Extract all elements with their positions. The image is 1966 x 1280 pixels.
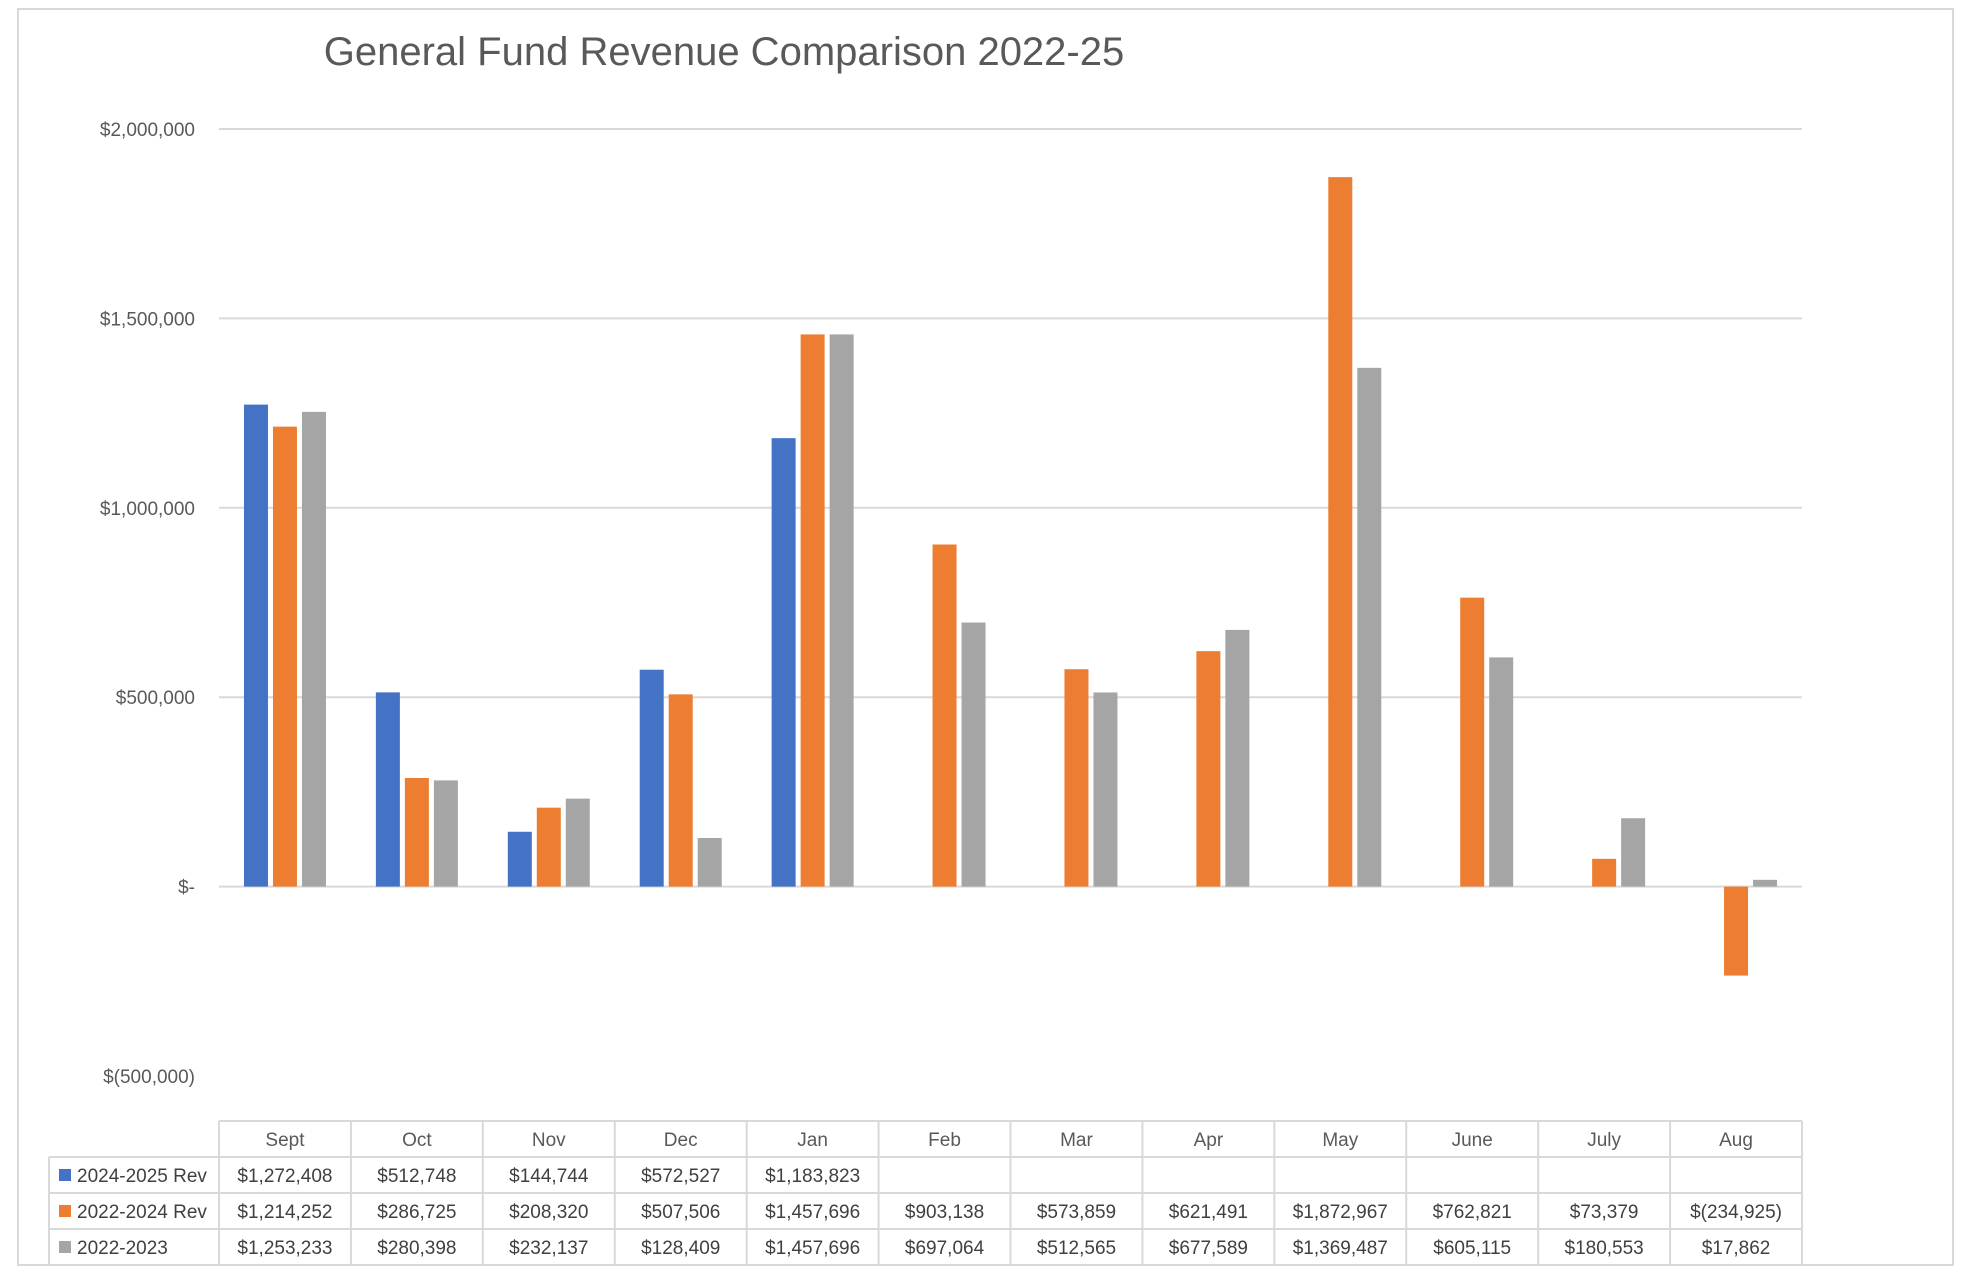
bar-2022-2023-july: [1621, 818, 1646, 887]
category-label: Feb: [928, 1130, 961, 1151]
table-cell-value: $286,725: [377, 1202, 456, 1223]
chart-title: General Fund Revenue Comparison 2022-25: [324, 30, 1125, 74]
table-cell-value: $677,589: [1169, 1238, 1248, 1259]
legend-swatch: [59, 1169, 71, 1181]
legend-series-name: 2024-2025 Rev: [77, 1166, 207, 1187]
bar-2022-2024-rev-feb: [932, 544, 957, 887]
table-cell-value: $572,527: [641, 1166, 720, 1187]
chart-svg: $2,000,000 $1,500,000 $1,000,000 $500,000 $-…: [48, 30, 1803, 1266]
y-tick-label: $2,000,000: [100, 120, 195, 141]
table-cell-value: $605,115: [1433, 1238, 1511, 1259]
y-tick-label: $(500,000): [103, 1067, 195, 1088]
table-cell-value: $208,320: [509, 1202, 588, 1223]
table-cell-value: $512,748: [377, 1166, 456, 1187]
table-cell-value: $144,744: [509, 1166, 589, 1187]
category-label: Apr: [1194, 1130, 1224, 1151]
category-label: Nov: [532, 1130, 566, 1151]
table-cell-value: $180,553: [1565, 1238, 1644, 1259]
table-cell-value: $697,064: [905, 1238, 985, 1259]
bar-2022-2024-rev-apr: [1196, 651, 1221, 887]
category-label: Jan: [797, 1130, 828, 1151]
table-cell-value: $507,506: [641, 1202, 720, 1223]
y-tick-label: $1,500,000: [100, 309, 195, 330]
bar-2024-2025-rev-dec: [639, 669, 664, 887]
bar-2024-2025-rev-oct: [375, 692, 400, 887]
bar-2024-2025-rev-jan: [771, 438, 796, 887]
bar-2022-2024-rev-june: [1460, 597, 1485, 887]
bar-2022-2024-rev-july: [1592, 858, 1617, 887]
table-cell-value: $1,214,252: [237, 1202, 332, 1223]
legend-swatch: [59, 1241, 71, 1253]
bar-2022-2024-rev-may: [1328, 177, 1353, 887]
bar-2024-2025-rev-sept: [243, 404, 268, 887]
gridlines: [219, 128, 1802, 888]
bar-2022-2023-apr: [1225, 629, 1250, 887]
table-cell-value: $621,491: [1169, 1202, 1248, 1223]
bar-2022-2023-dec: [697, 837, 722, 887]
y-tick-label: $-: [178, 878, 195, 899]
table-cell-value: $1,183,823: [765, 1166, 860, 1187]
table-cell-value: $280,398: [377, 1238, 456, 1259]
table-cell-value: $1,253,233: [237, 1238, 332, 1259]
table-cell-value: $1,272,408: [237, 1166, 332, 1187]
category-label: July: [1587, 1130, 1621, 1151]
bar-2022-2023-mar: [1093, 692, 1118, 887]
table-cell-value: $1,872,967: [1293, 1202, 1388, 1223]
bar-2022-2023-sept: [301, 411, 326, 887]
table-cell-value: $73,379: [1570, 1202, 1639, 1223]
table-cell-value: $1,457,696: [765, 1202, 860, 1223]
category-label: Mar: [1060, 1130, 1093, 1151]
bar-2022-2023-oct: [433, 780, 458, 887]
bar-2022-2024-rev-jan: [800, 334, 825, 887]
table-cell-value: $903,138: [905, 1202, 984, 1223]
table-cell-value: $232,137: [509, 1238, 588, 1259]
bar-2022-2024-rev-aug: [1724, 886, 1749, 976]
bar-2024-2025-rev-nov: [507, 831, 532, 887]
bar-2022-2023-nov: [565, 798, 590, 887]
category-label: Aug: [1719, 1130, 1753, 1151]
table-cell-value: $573,859: [1037, 1202, 1116, 1223]
y-tick-label: $1,000,000: [100, 499, 195, 520]
bar-2022-2023-feb: [961, 622, 986, 887]
category-label: Oct: [402, 1130, 432, 1151]
legend-series-name: 2022-2024 Rev: [77, 1202, 207, 1223]
data-table: Sept Oct Nov Dec Jan Feb Mar Apr May June July Aug 2…: [48, 1120, 1803, 1266]
category-label: June: [1452, 1130, 1493, 1151]
table-cell-value: $17,862: [1702, 1238, 1771, 1259]
y-tick-label: $500,000: [116, 688, 195, 709]
bar-2022-2024-rev-mar: [1064, 669, 1089, 887]
bar-2022-2024-rev-nov: [536, 807, 561, 887]
category-label: Dec: [664, 1130, 698, 1151]
legend-series-name: 2022-2023: [77, 1238, 168, 1259]
chart-frame: $2,000,000 $1,500,000 $1,000,000 $500,000 $-…: [17, 8, 1954, 1266]
table-cell-value: $762,821: [1433, 1202, 1512, 1223]
bars: [243, 177, 1778, 976]
table-cell-value: $128,409: [641, 1238, 720, 1259]
bar-2022-2023-may: [1357, 367, 1382, 887]
legend-swatch: [59, 1205, 71, 1217]
category-label: Sept: [265, 1130, 305, 1151]
y-axis: $2,000,000 $1,500,000 $1,000,000 $500,000 $-…: [100, 120, 195, 1088]
table-cell-value: $(234,925): [1690, 1202, 1782, 1223]
bar-2022-2024-rev-sept: [272, 426, 297, 887]
table-cell-value: $1,457,696: [765, 1238, 860, 1259]
bar-2022-2024-rev-oct: [404, 777, 429, 887]
bar-2022-2023-jan: [829, 334, 854, 887]
bar-2022-2024-rev-dec: [668, 694, 693, 887]
bar-2022-2023-june: [1489, 657, 1514, 887]
category-label: May: [1322, 1130, 1358, 1151]
bar-2022-2023-aug: [1753, 879, 1778, 887]
table-cell-value: $512,565: [1037, 1238, 1116, 1259]
table-cell-value: $1,369,487: [1293, 1238, 1388, 1259]
